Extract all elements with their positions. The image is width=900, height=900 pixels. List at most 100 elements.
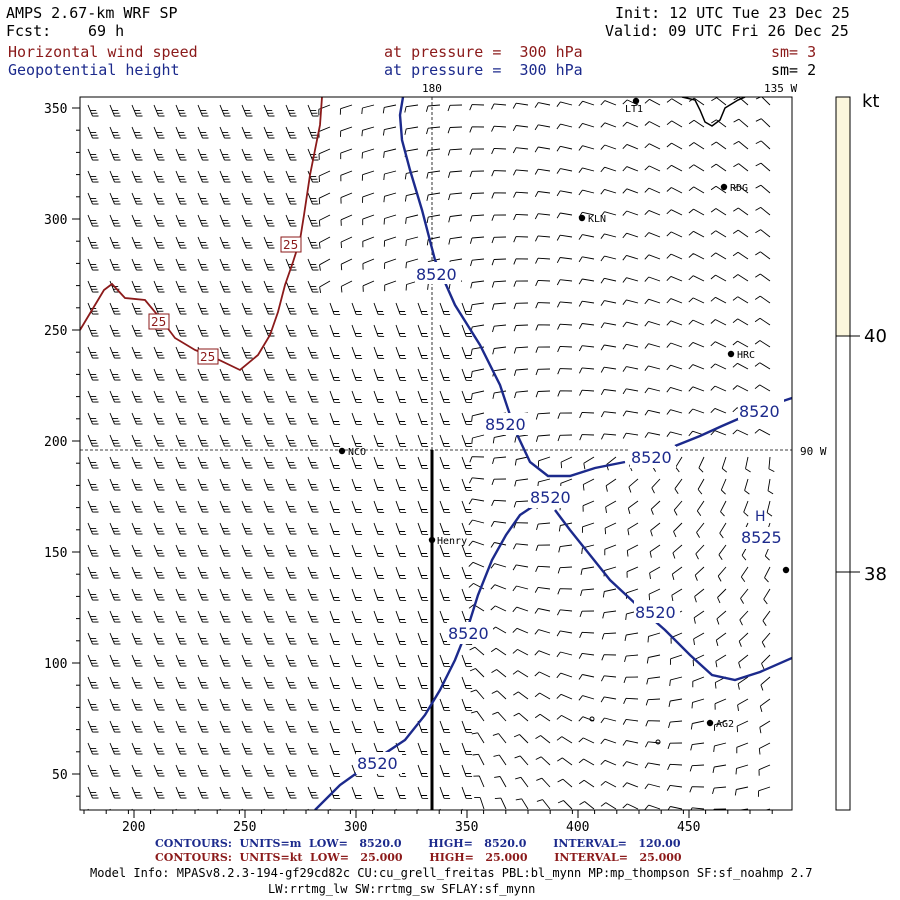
wind-barb — [241, 632, 253, 645]
wind-barb — [329, 632, 341, 645]
wind-barb — [417, 522, 429, 535]
wind-barb — [373, 324, 385, 337]
wind-barb — [197, 588, 209, 601]
wind-barb — [622, 740, 639, 746]
wind-barb — [557, 778, 573, 788]
wind-barb — [131, 698, 143, 711]
wind-barb — [512, 564, 529, 571]
wind-barb — [153, 588, 165, 601]
wind-barb — [373, 654, 385, 667]
wind-barb — [622, 166, 639, 172]
wind-barb — [263, 764, 275, 777]
wind-barb — [644, 187, 661, 194]
wind-barb — [131, 412, 143, 425]
wind-barb — [669, 676, 683, 686]
wind-barb — [241, 698, 253, 711]
wind-barb — [175, 654, 187, 667]
wind-barb — [241, 302, 253, 315]
wind-barb — [513, 236, 529, 243]
wind-barb — [219, 390, 231, 403]
wind-barb — [417, 434, 429, 447]
wind-barb — [263, 434, 275, 447]
wind-barb — [318, 236, 331, 249]
wind-barb — [720, 478, 727, 495]
wind-barb — [109, 632, 121, 645]
wind-barb — [736, 742, 749, 754]
wind-barb — [351, 720, 363, 733]
wind-barb — [622, 121, 639, 128]
wind-barb — [329, 302, 341, 315]
wind-barb — [197, 544, 209, 557]
wind-barb — [285, 632, 297, 645]
wind-barb — [688, 142, 705, 150]
wind-barb — [285, 170, 297, 183]
wind-barb — [285, 500, 297, 513]
wind-barb — [622, 254, 639, 261]
model-info: Model Info: MPASv8.2.3-194-gf29cd82c CU:… — [90, 866, 813, 880]
wind-barb — [644, 783, 661, 790]
wind-barb — [648, 588, 661, 601]
station-label: AG2 — [716, 719, 734, 730]
coastline — [681, 97, 746, 127]
wind-barb — [624, 632, 639, 641]
wind-barb — [767, 478, 774, 495]
wind-barb — [715, 654, 727, 668]
colorbar-frame — [835, 96, 851, 811]
wind-barb — [600, 188, 617, 195]
wind-barb — [241, 654, 253, 667]
wind-barb — [417, 544, 429, 557]
station-label: LT1 — [625, 104, 643, 115]
wind-barb — [600, 411, 617, 418]
wind-barb — [448, 236, 463, 245]
wind-barb — [395, 324, 407, 337]
smoothing-wind: sm= 3 — [771, 43, 817, 61]
wind-barb — [668, 720, 683, 729]
wind-barb — [131, 764, 143, 777]
wind-barb — [241, 258, 253, 271]
wind-barb — [710, 319, 727, 326]
wind-barb — [668, 698, 683, 707]
wind-barb — [219, 632, 231, 645]
wind-barb — [87, 764, 99, 777]
wind-barb — [468, 540, 485, 547]
wind-barb — [197, 148, 209, 161]
wind-barb — [535, 412, 551, 420]
wind-barb — [383, 214, 397, 225]
wind-barb — [175, 258, 187, 271]
wind-barb — [263, 522, 275, 535]
wind-barb — [513, 500, 529, 508]
wind-speed-contour — [80, 97, 323, 372]
wind-barb — [622, 718, 639, 725]
wind-barb — [666, 187, 683, 194]
wind-barb — [263, 170, 275, 183]
wind-barb — [490, 647, 507, 656]
wind-barb — [219, 434, 231, 447]
wind-barb — [131, 390, 143, 403]
wind-barb — [197, 522, 209, 535]
wind-barb — [373, 434, 385, 447]
wind-barb — [351, 390, 363, 403]
wind-barb — [688, 119, 705, 128]
wind-barb — [219, 236, 231, 249]
wind-barb — [263, 104, 275, 117]
wind-barb — [622, 782, 639, 788]
wind-barb — [109, 390, 121, 403]
wind-barb — [263, 412, 275, 425]
wind-barb — [556, 693, 573, 700]
wind-barb — [556, 609, 573, 616]
wind-barb — [535, 346, 551, 353]
wind-barb — [131, 676, 143, 689]
wind-barb — [461, 324, 473, 337]
wind-barb — [219, 676, 231, 689]
wind-barb — [307, 588, 319, 601]
wind-barb — [622, 366, 639, 372]
wind-barb — [87, 698, 99, 711]
wind-barb — [87, 478, 99, 491]
wind-barb — [600, 144, 617, 150]
wind-barb — [219, 126, 231, 139]
wind-barb — [461, 764, 473, 777]
wind-barb — [733, 207, 749, 216]
wind-barb — [153, 324, 165, 337]
wind-barb — [578, 674, 595, 680]
wind-barb — [131, 500, 143, 513]
